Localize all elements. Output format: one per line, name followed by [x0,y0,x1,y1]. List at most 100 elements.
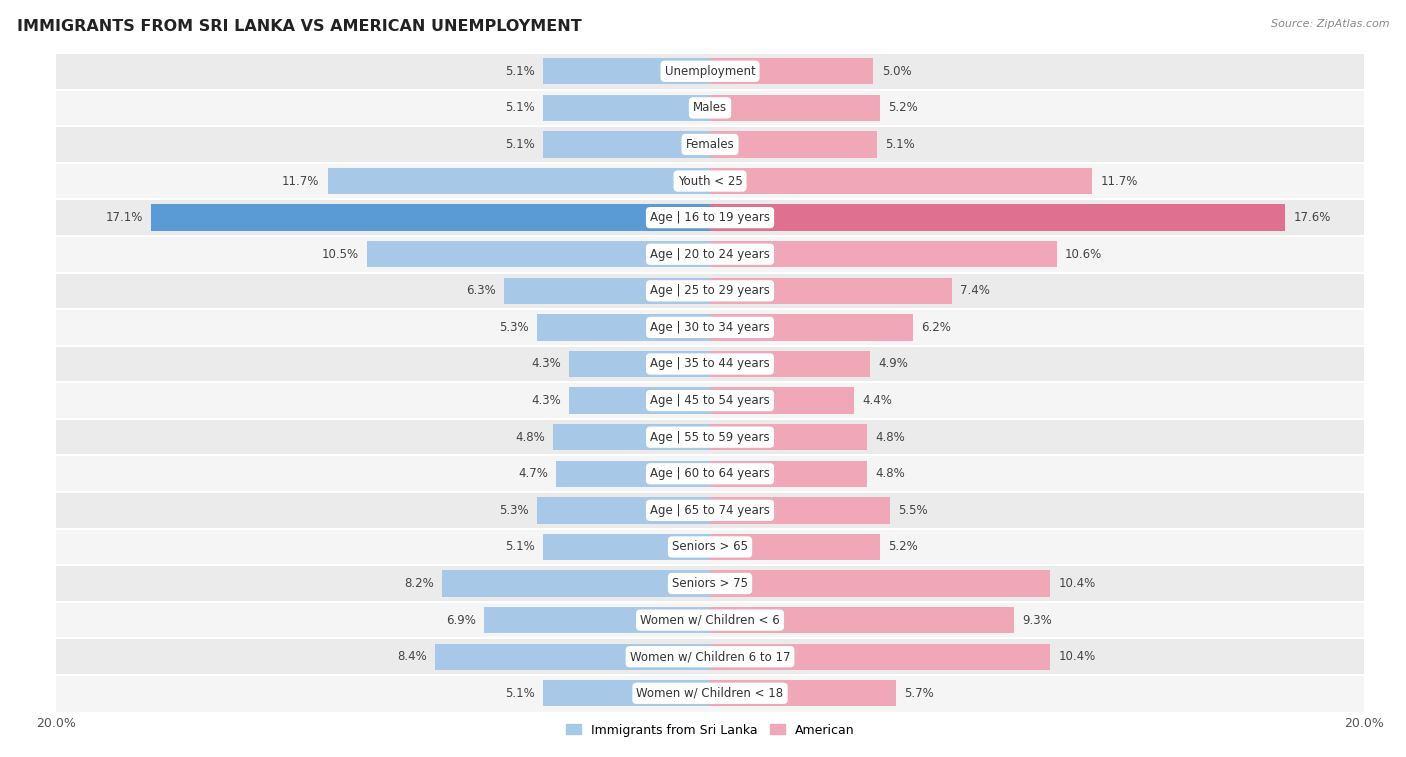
Bar [710,204,1285,231]
Text: 5.0%: 5.0% [882,65,911,78]
Text: 11.7%: 11.7% [1101,175,1137,188]
Text: 4.3%: 4.3% [531,394,561,407]
Text: Females: Females [686,138,734,151]
Bar [56,346,1364,382]
Bar [710,278,952,304]
Text: 10.4%: 10.4% [1059,577,1095,590]
Bar [56,492,1364,528]
Text: Age | 16 to 19 years: Age | 16 to 19 years [650,211,770,224]
Text: 8.4%: 8.4% [398,650,427,663]
Bar [543,58,710,85]
Bar [328,168,710,195]
Bar [436,643,710,670]
Bar [710,680,897,706]
Bar [505,278,710,304]
Text: 4.7%: 4.7% [519,467,548,480]
Text: Age | 25 to 29 years: Age | 25 to 29 years [650,285,770,298]
Bar [543,680,710,706]
Text: 5.1%: 5.1% [505,65,536,78]
Bar [537,314,710,341]
Text: 5.1%: 5.1% [505,540,536,553]
Bar [56,565,1364,602]
Bar [56,309,1364,346]
Bar [441,570,710,597]
Bar [56,199,1364,236]
Text: 4.8%: 4.8% [515,431,546,444]
Text: 5.3%: 5.3% [499,321,529,334]
Bar [710,424,868,450]
Bar [56,382,1364,419]
Text: 5.1%: 5.1% [884,138,915,151]
Bar [56,89,1364,126]
Text: 5.1%: 5.1% [505,687,536,699]
Text: Women w/ Children 6 to 17: Women w/ Children 6 to 17 [630,650,790,663]
Bar [367,241,710,267]
Text: 4.4%: 4.4% [862,394,891,407]
Text: 6.9%: 6.9% [447,614,477,627]
Bar [543,95,710,121]
Bar [56,163,1364,199]
Text: 5.2%: 5.2% [889,540,918,553]
Bar [710,497,890,524]
Text: 7.4%: 7.4% [960,285,990,298]
Bar [710,168,1092,195]
Bar [710,314,912,341]
Text: IMMIGRANTS FROM SRI LANKA VS AMERICAN UNEMPLOYMENT: IMMIGRANTS FROM SRI LANKA VS AMERICAN UN… [17,19,582,34]
Bar [710,643,1050,670]
Bar [710,607,1014,634]
Bar [557,460,710,487]
Text: Age | 55 to 59 years: Age | 55 to 59 years [650,431,770,444]
Bar [56,602,1364,638]
Text: 5.2%: 5.2% [889,101,918,114]
Text: Seniors > 65: Seniors > 65 [672,540,748,553]
Text: 5.7%: 5.7% [904,687,934,699]
Text: 17.1%: 17.1% [105,211,143,224]
Bar [485,607,710,634]
Bar [56,53,1364,89]
Text: Age | 45 to 54 years: Age | 45 to 54 years [650,394,770,407]
Text: 4.3%: 4.3% [531,357,561,370]
Text: 4.8%: 4.8% [875,431,905,444]
Text: Source: ZipAtlas.com: Source: ZipAtlas.com [1271,19,1389,29]
Text: 11.7%: 11.7% [283,175,319,188]
Text: 6.3%: 6.3% [467,285,496,298]
Text: Age | 30 to 34 years: Age | 30 to 34 years [650,321,770,334]
Bar [56,273,1364,309]
Bar [569,350,710,377]
Bar [56,456,1364,492]
Bar [56,419,1364,456]
Text: 4.9%: 4.9% [879,357,908,370]
Bar [543,131,710,157]
Text: 6.2%: 6.2% [921,321,950,334]
Bar [56,675,1364,712]
Bar [56,528,1364,565]
Bar [56,638,1364,675]
Text: Age | 35 to 44 years: Age | 35 to 44 years [650,357,770,370]
Text: Males: Males [693,101,727,114]
Text: Women w/ Children < 6: Women w/ Children < 6 [640,614,780,627]
Text: Youth < 25: Youth < 25 [678,175,742,188]
Text: Unemployment: Unemployment [665,65,755,78]
Text: 17.6%: 17.6% [1294,211,1331,224]
Text: 10.5%: 10.5% [322,248,359,260]
Bar [537,497,710,524]
Bar [553,424,710,450]
Bar [543,534,710,560]
Legend: Immigrants from Sri Lanka, American: Immigrants from Sri Lanka, American [561,718,859,742]
Bar [710,534,880,560]
Text: 8.2%: 8.2% [404,577,434,590]
Bar [569,388,710,414]
Bar [710,350,870,377]
Bar [150,204,710,231]
Text: 5.1%: 5.1% [505,138,536,151]
Text: Age | 65 to 74 years: Age | 65 to 74 years [650,504,770,517]
Bar [710,388,853,414]
Text: 10.6%: 10.6% [1064,248,1102,260]
Bar [710,460,868,487]
Bar [710,241,1056,267]
Bar [710,570,1050,597]
Text: 9.3%: 9.3% [1022,614,1052,627]
Bar [710,95,880,121]
Bar [56,236,1364,273]
Bar [710,58,873,85]
